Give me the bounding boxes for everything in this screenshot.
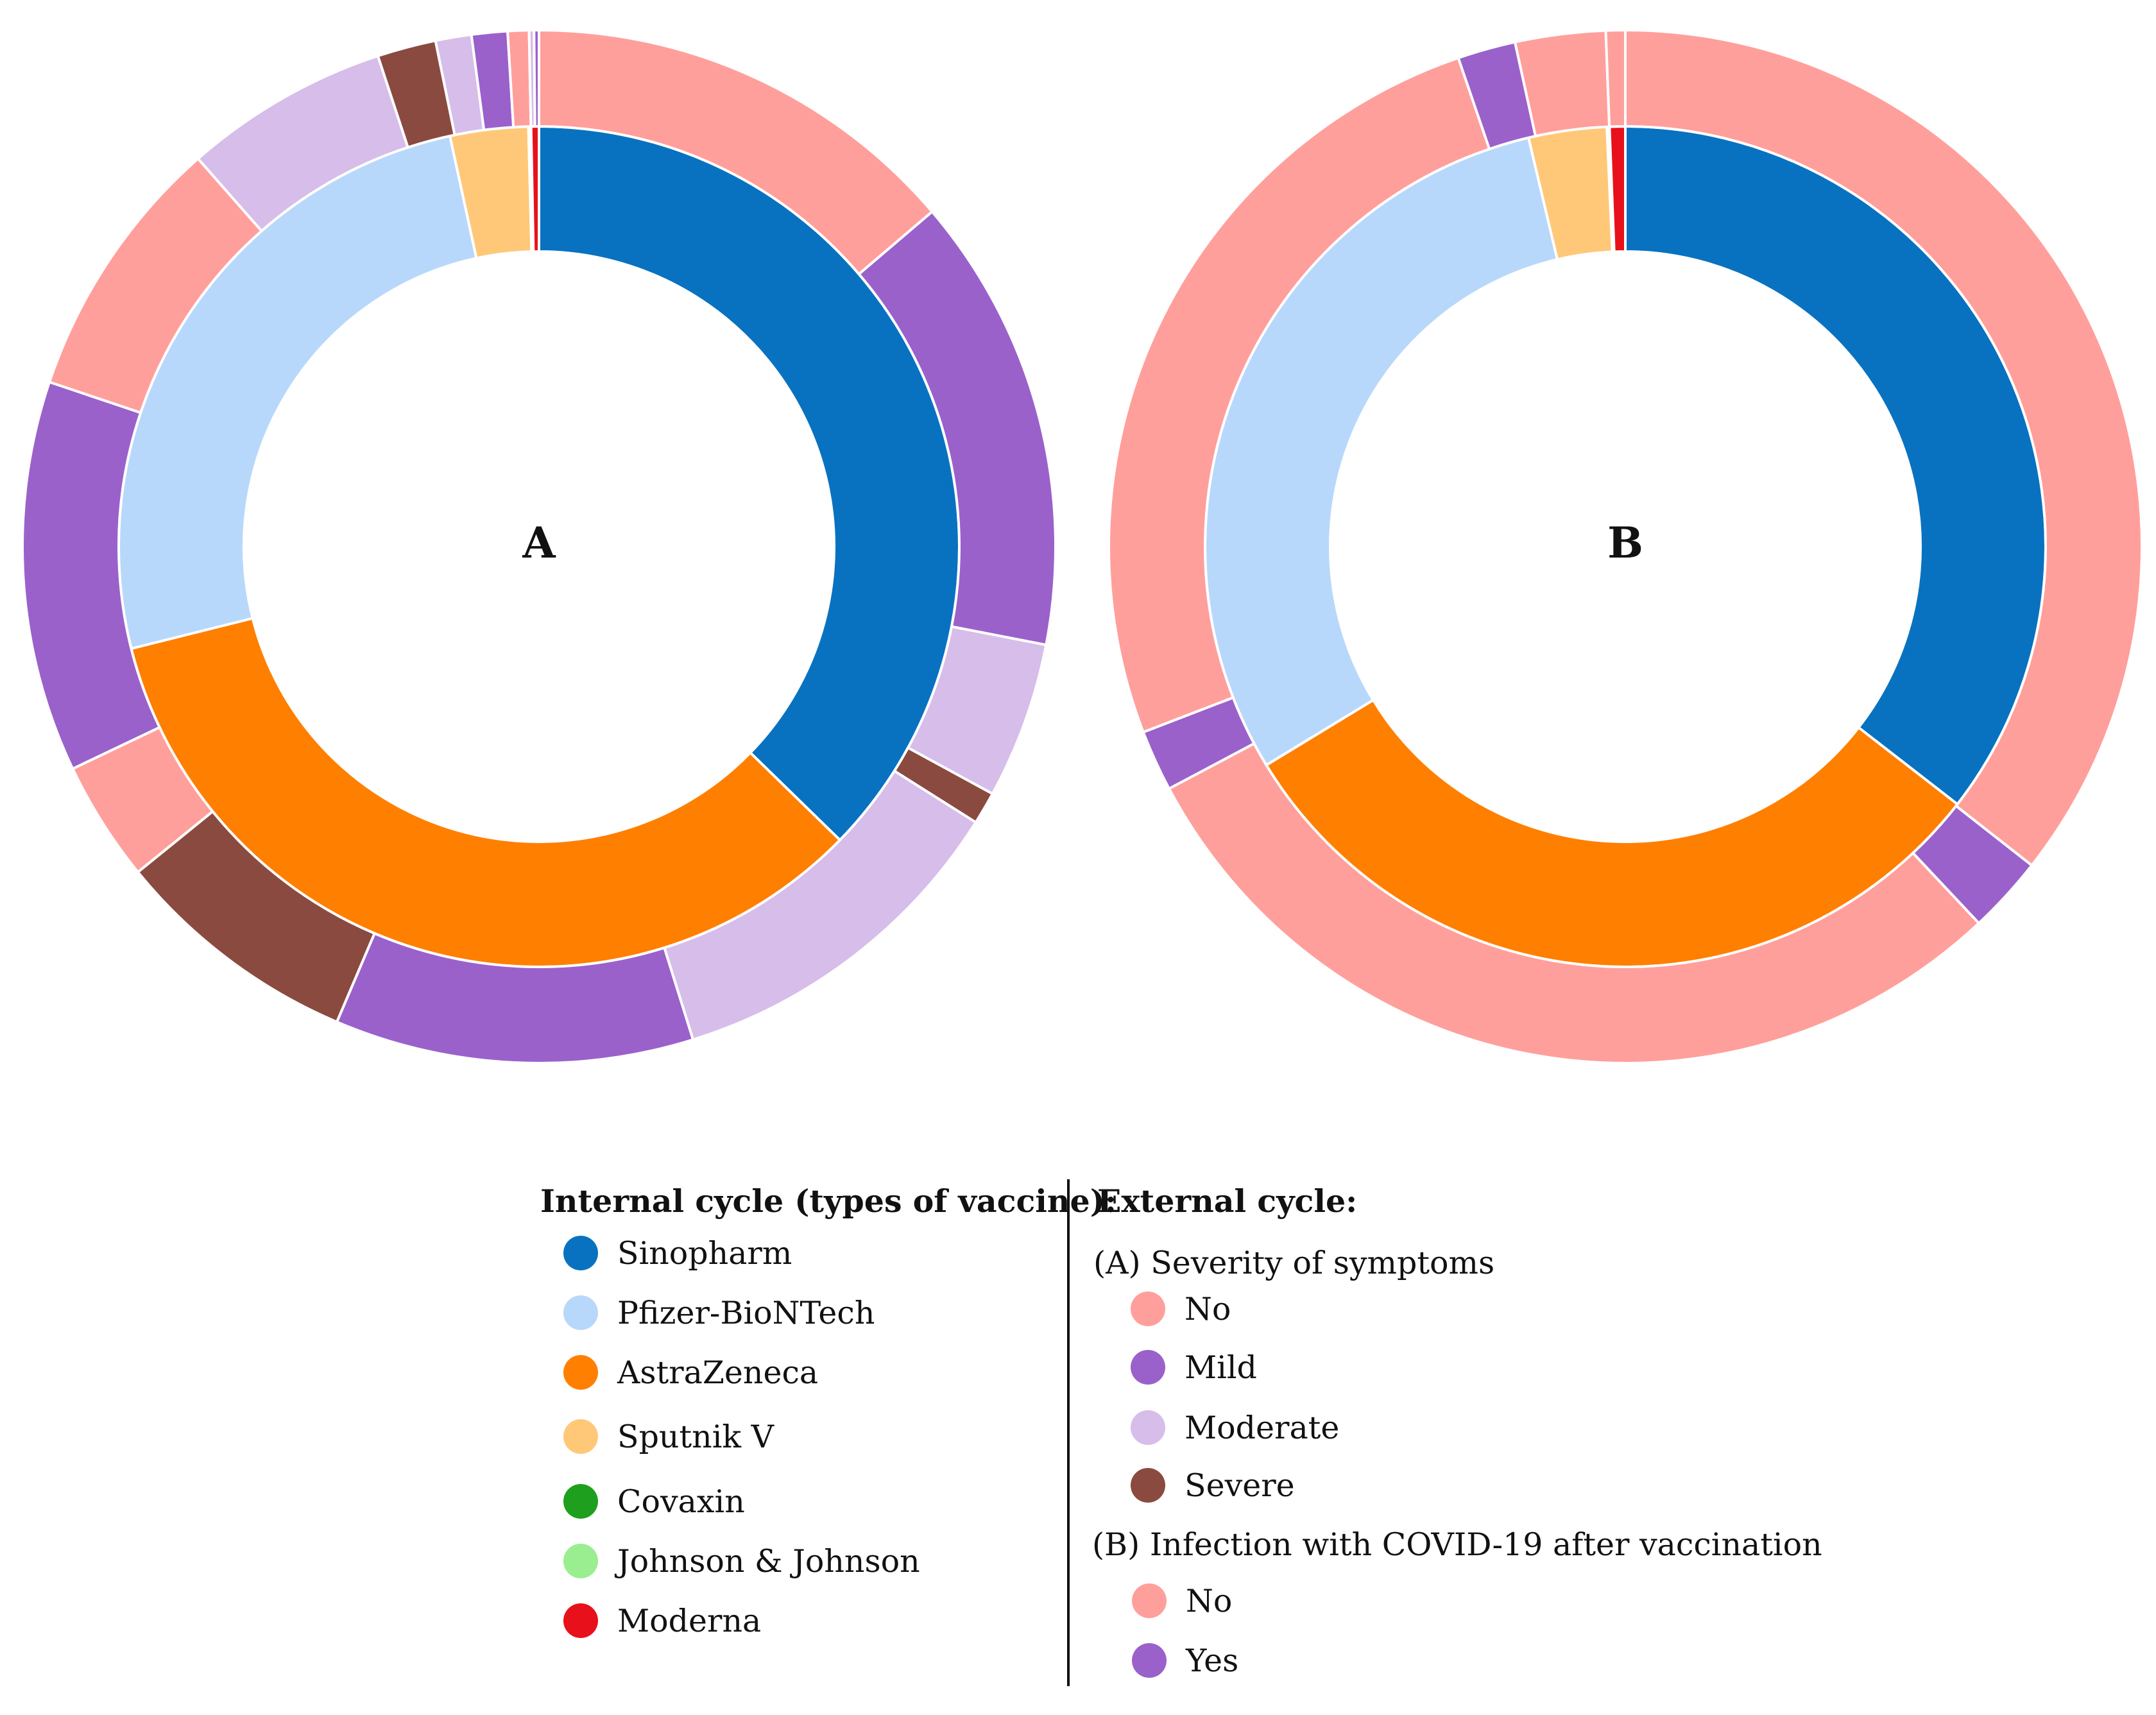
outer-slice-sinopharm-no [1624, 28, 2143, 867]
legend-item-a-severe: Severe [1131, 1468, 1295, 1503]
legend-item-sputnik: Sputnik V [563, 1419, 774, 1454]
legend-item-johnson: Johnson & Johnson [563, 1544, 920, 1578]
donut-chart-a [21, 28, 1057, 1064]
legend-item-b-yes: Yes [1132, 1643, 1238, 1678]
outer-slice-astrazeneca-no [1167, 742, 1981, 1064]
legend-internal-heading: Internal cycle (types of vaccine): [540, 1182, 1116, 1220]
no-dot-icon [1132, 1583, 1167, 1618]
legend-label: Covaxin [617, 1483, 745, 1520]
outer-slice-moderna-no [1604, 28, 1627, 128]
legend-item-astrazeneca: AstraZeneca [563, 1355, 818, 1390]
center-label-b: B [1607, 518, 1643, 568]
legend-divider [1067, 1179, 1070, 1686]
donut-charts: A B [21, 28, 2143, 1064]
legend-internal: Internal cycle (types of vaccine): Sinop… [540, 1182, 1116, 1673]
legend-group-a-title: (A) Severity of symptoms [1093, 1245, 1495, 1281]
legend-label: Moderate [1185, 1409, 1340, 1446]
yes-dot-icon [1132, 1643, 1167, 1678]
outer-slice-pfizer-biontech-no [1108, 56, 1491, 734]
legend-label: Pfizer-BioNTech [617, 1294, 875, 1331]
donut-chart-b [1108, 28, 2143, 1064]
legend-item-sinopharm: Sinopharm [563, 1236, 792, 1270]
astrazeneca-dot-icon [563, 1355, 598, 1390]
legend-label: AstraZeneca [617, 1354, 819, 1391]
sinopharm-dot-icon [563, 1236, 598, 1270]
legend-label: Yes [1186, 1642, 1239, 1679]
legend-label: No [1186, 1582, 1233, 1619]
mild-dot-icon [1131, 1350, 1165, 1385]
legend-item-a-moderate: Moderate [1131, 1410, 1339, 1445]
severe-dot-icon [1131, 1468, 1165, 1503]
legend-label: Severe [1185, 1467, 1295, 1504]
pfizer-dot-icon [563, 1295, 598, 1330]
legend-label: No [1185, 1290, 1231, 1327]
legend-label: Johnson & Johnson [617, 1542, 920, 1580]
moderna-dot-icon [563, 1603, 598, 1638]
legend-label: Mild [1185, 1349, 1257, 1386]
outer-slice-moderna-mild [533, 28, 540, 128]
legend-label: Moderna [617, 1602, 762, 1639]
legend-external: External cycle: (A) Severity of symptoms… [1092, 1182, 1867, 1686]
moderate-dot-icon [1131, 1410, 1165, 1445]
legend-item-a-mild: Mild [1131, 1350, 1257, 1385]
inner-slice-moderna [529, 124, 540, 253]
legend-external-heading: External cycle: [1097, 1182, 1358, 1220]
legend-group-b-title: (B) Infection with COVID-19 after vaccin… [1092, 1526, 1822, 1563]
legend-item-moderna: Moderna [563, 1603, 761, 1638]
legend-item-a-no: No [1131, 1292, 1231, 1326]
johnson-dot-icon [563, 1544, 598, 1578]
center-label-a: A [522, 518, 556, 568]
legend-label: Sinopharm [617, 1234, 792, 1272]
covaxin-dot-icon [563, 1484, 598, 1519]
legend-item-pfizer: Pfizer-BioNTech [563, 1295, 875, 1330]
sputnik-dot-icon [563, 1419, 598, 1454]
legend-label: Sputnik V [617, 1418, 774, 1455]
no-dot-icon [1131, 1292, 1165, 1326]
legend-item-b-no: No [1132, 1583, 1232, 1618]
legend-item-covaxin: Covaxin [563, 1484, 745, 1519]
